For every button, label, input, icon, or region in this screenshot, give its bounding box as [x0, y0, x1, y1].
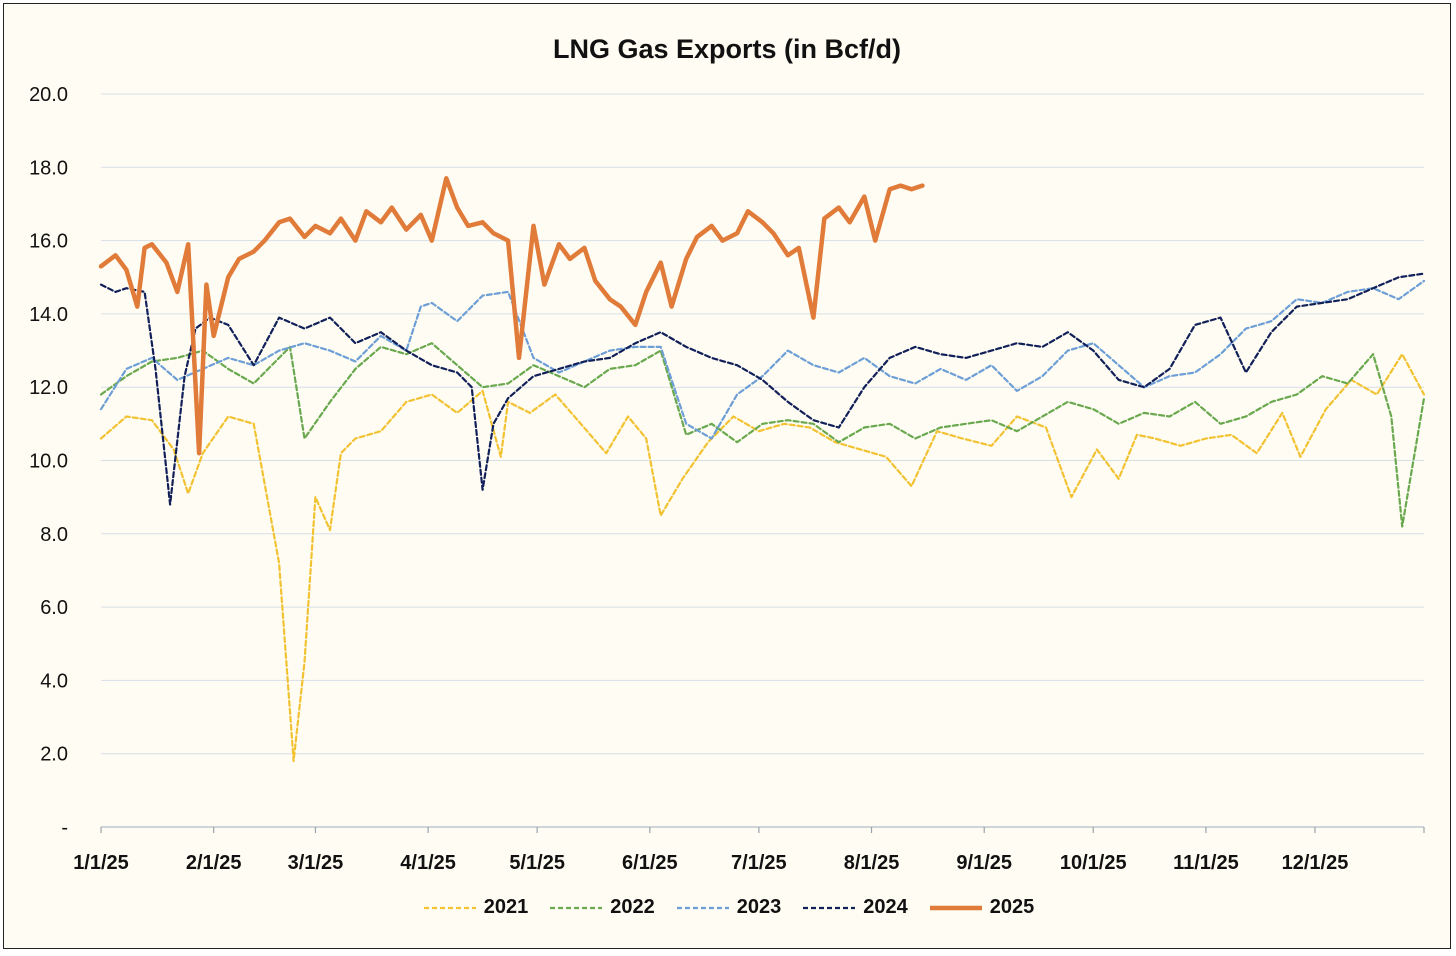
x-tick-label: 7/1/25 — [731, 852, 787, 874]
legend-label: 2022 — [610, 896, 655, 918]
x-tick-label: 2/1/25 — [186, 852, 242, 874]
x-axis: 1/1/25 2/1/25 3/1/25 4/1/25 5/1/25 6/1/25 7/1/… — [73, 826, 1425, 874]
x-tick-label: 10/1/25 — [1060, 852, 1127, 874]
x-tick-label: 6/1/25 — [622, 852, 678, 874]
y-tick-label: 14.0 — [29, 304, 68, 326]
legend-label: 2024 — [863, 896, 908, 918]
series-line-2025 — [98, 176, 925, 456]
legend-label: 2023 — [736, 896, 782, 918]
legend-swatch — [550, 906, 603, 909]
legend-item-2024: 2024 — [801, 896, 908, 919]
series-lines — [98, 176, 1426, 763]
y-tick-label: 10.0 — [29, 451, 68, 473]
x-tick-label: 12/1/25 — [1282, 852, 1349, 874]
series-line-2023 — [99, 279, 1426, 440]
x-tick-label: 11/1/25 — [1173, 852, 1239, 874]
x-tick-label: 9/1/25 — [956, 852, 1012, 874]
y-tick-label: 4.0 — [40, 670, 68, 692]
y-tick-label: 8.0 — [40, 524, 68, 546]
x-tick-label: 4/1/25 — [400, 852, 456, 874]
chart-frame: LNG Gas Exports (in Bcf/d) — [3, 3, 1451, 949]
y-tick-label: 6.0 — [40, 597, 68, 619]
legend-label: 2021 — [483, 896, 529, 918]
chart-title: LNG Gas Exports (in Bcf/d) — [552, 34, 902, 64]
y-axis: - 2.0 4.0 6.0 8.0 10.0 12.0 14.0 16.0 18.0 20.0 — [29, 84, 68, 839]
x-tick-label: 1/1/25 — [73, 852, 129, 874]
x-tick-label: 5/1/25 — [509, 852, 565, 874]
legend-item-2021: 2021 — [422, 896, 529, 919]
legend-item-2025: 2025 — [928, 896, 1035, 919]
series-line-2024 — [99, 272, 1426, 506]
y-tick-label: 2.0 — [40, 744, 68, 766]
series-line-2021 — [99, 353, 1426, 763]
y-tick-label: 16.0 — [29, 231, 68, 253]
y-tick-label: 18.0 — [29, 157, 68, 179]
gridlines — [101, 93, 1424, 755]
x-tick-label: 8/1/25 — [844, 852, 900, 874]
x-tick-label: 3/1/25 — [288, 852, 344, 874]
legend-label: 2025 — [989, 896, 1035, 918]
y-tick-label: 20.0 — [29, 84, 68, 106]
legend-item-2022: 2022 — [548, 896, 655, 919]
y-tick-label: - — [61, 817, 68, 839]
legend-swatch — [676, 906, 729, 909]
y-tick-label: 12.0 — [29, 377, 68, 399]
legend-swatch — [929, 905, 982, 910]
series-line-2022 — [99, 342, 1426, 528]
legend-item-2023: 2023 — [675, 896, 782, 919]
chart-legend: 2021 2022 2023 2024 2025 — [0, 896, 1456, 919]
legend-swatch — [803, 906, 856, 909]
legend-swatch — [423, 906, 476, 909]
